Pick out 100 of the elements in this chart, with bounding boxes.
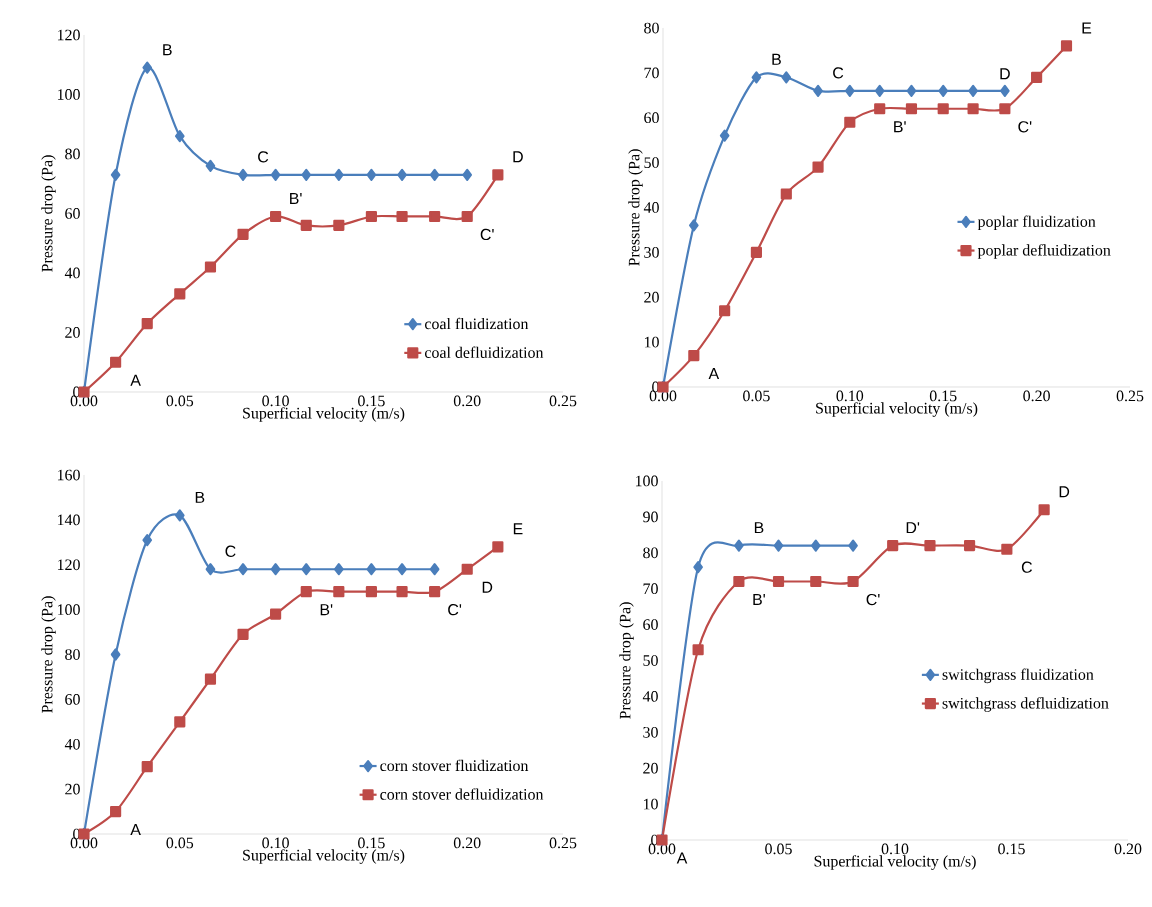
x-tick-label: 0.05 [743,390,770,402]
point [270,563,281,576]
point [733,575,745,588]
point [429,563,440,576]
point [688,350,700,362]
legend-label: coal fluidization [425,317,529,330]
y-tick-label: 80 [65,649,80,660]
point [999,103,1011,115]
x-tick-label: 0.20 [453,395,481,407]
point [874,103,886,115]
point [204,261,217,273]
x-tick-label: 0.10 [881,843,909,855]
point [366,168,377,181]
y-axis-title: Pressure drop (Pa) [41,155,56,272]
annotation: A [708,368,720,380]
point [397,563,407,576]
point [847,575,859,588]
point [887,540,899,552]
point [174,288,186,300]
y-axis-title: Pressure drop (Pa) [619,602,634,719]
legend-label: poplar defluidization [977,244,1111,259]
point [429,586,441,598]
point [810,539,821,552]
point [874,84,885,97]
point [773,539,784,552]
point [906,84,917,97]
point [937,103,949,115]
x-tick-label: 0.25 [549,837,577,849]
y-tick-label: 100 [635,475,658,487]
point [174,509,185,522]
point [492,541,504,553]
annotation: D [1000,68,1010,80]
x-tick-label: 0.15 [998,843,1025,855]
annotation: D' [906,522,920,534]
point [333,219,345,231]
x-tick-label: 0.05 [765,843,792,855]
point [270,608,282,620]
point [1060,40,1073,52]
annotation: B' [894,121,906,133]
point [924,540,936,552]
legend-label: coal defluidization [425,346,544,358]
point [204,673,217,685]
y-tick-label: 70 [643,583,658,595]
point [397,168,407,181]
point [205,159,216,172]
y-tick-label: 160 [57,469,80,481]
x-axis-title: Superficial velocity (m/s) [816,402,978,417]
point [396,210,408,223]
point [110,168,121,181]
y-tick-label: 20 [65,783,80,795]
point [844,84,855,97]
y-tick-label: 20 [643,762,658,774]
point [110,648,121,661]
annotation: C [258,151,269,163]
annotation: B [195,491,205,503]
point [301,563,312,576]
legend-label: switchgrass fluidization [942,668,1094,684]
point [461,210,473,223]
annotation: C' [448,604,462,616]
point [1001,543,1013,555]
point [396,586,408,598]
y-tick-label: 40 [642,691,658,702]
y-tick-label: 120 [57,29,80,41]
annotation: C' [480,228,494,241]
y-tick-label: 10 [643,798,658,810]
point [238,563,248,576]
point [365,586,377,598]
point [462,168,473,181]
x-axis-title: Superficial velocity (m/s) [243,849,405,864]
point [366,563,377,576]
point [333,586,345,598]
point [205,563,216,576]
x-tick-label: 0.20 [1023,390,1050,402]
point [237,628,249,640]
y-tick-label: 20 [644,291,659,303]
point [110,356,122,368]
point [142,61,153,74]
point [967,103,979,115]
y-axis-title: Pressure drop (Pa) [41,596,56,713]
y-tick-label: 80 [643,547,658,559]
y-tick-label: 40 [64,267,80,279]
annotation: D [513,151,523,163]
point [750,246,762,258]
point [142,533,153,547]
y-tick-label: 120 [57,559,80,571]
point [810,575,822,588]
annotation: A [130,824,141,836]
y-tick-label: 60 [643,619,658,630]
y-tick-label: 60 [644,112,659,124]
point [174,716,186,728]
x-tick-label: 0.25 [549,395,577,407]
point [963,540,976,552]
point [461,563,473,575]
x-tick-label: 0.20 [1114,843,1142,855]
y-tick-label: 40 [643,202,659,213]
y-tick-label: 10 [644,336,659,348]
x-tick-label: 0.15 [929,390,957,402]
point [1000,84,1010,97]
y-tick-label: 140 [57,514,80,526]
point [848,539,858,552]
